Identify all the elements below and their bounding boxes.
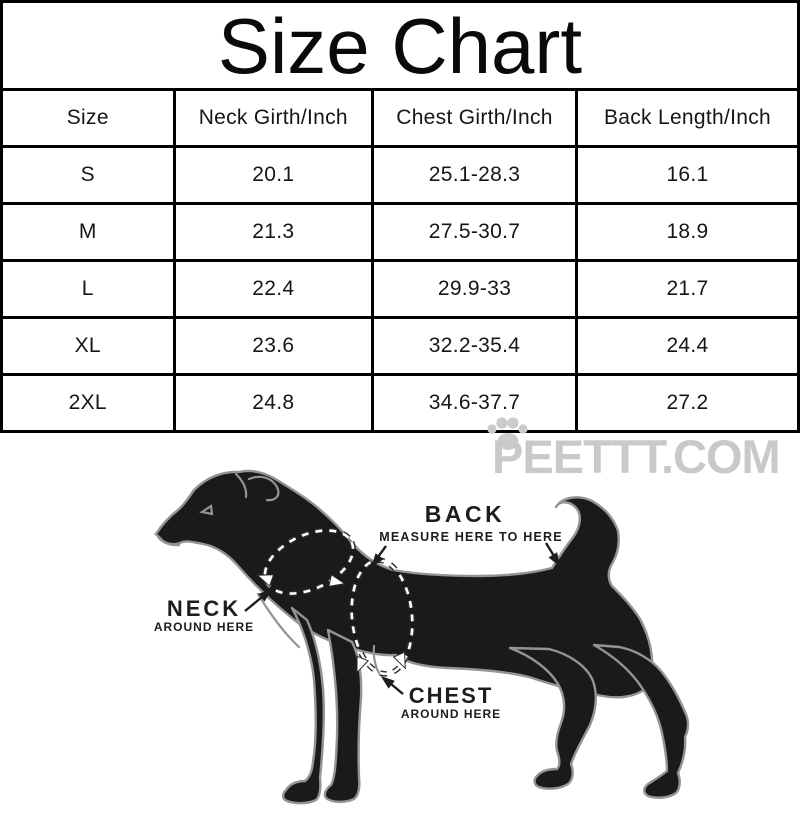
chest-arrow [380,675,404,695]
dog-rear-leg-near [508,646,597,790]
dog-silhouette [154,469,690,805]
neck-value: 20.1 [176,148,375,202]
neck-label: NECK [167,596,241,621]
back-value: 21.7 [666,277,709,300]
chest-value: 27.5-30.7 [374,205,578,259]
chest-value: 29.9-33 [374,262,578,316]
table-row: L 22.4 29.9-33 21.7 [3,262,797,319]
dog-rear-leg-far [592,643,690,799]
chest-sublabel: AROUND HERE [401,707,501,721]
back-sublabel: MEASURE HERE TO HERE [379,530,563,544]
back-value: 24.4 [666,334,709,357]
page-title: Size Chart [217,1,583,90]
chest-value: 34.6-37.7 [374,376,578,430]
ellipse-arrowheads [256,573,406,674]
column-header-back: Back Length/Inch [603,106,772,129]
neck-value: 21.3 [176,205,375,259]
neck-value: 24.8 [176,376,375,430]
table-header-row: Size Neck Girth/Inch Chest Girth/Inch Ba… [3,91,797,148]
dog-body [154,469,654,699]
chest-value: 25.1-28.3 [374,148,578,202]
chest-label: CHEST [409,683,494,708]
back-value: 16.1 [666,163,709,186]
dog-detail-lines [156,472,381,675]
size-chart-table: Size Chart Size Neck Girth/Inch Chest Gi… [0,0,800,433]
table-row: 2XL 24.8 34.6-37.7 27.2 [3,376,797,430]
column-header-neck: Neck Girth/Inch [176,91,375,145]
back-value: 27.2 [666,391,709,414]
dog-measurement-illustration: BACK MEASURE HERE TO HERE NECK AROUND HE… [154,469,690,805]
chest-value: 32.2-35.4 [374,319,578,373]
back-label: BACK [425,501,505,527]
size-value: M [3,205,176,259]
table-title-row: Size Chart [3,3,797,91]
size-value: S [3,148,176,202]
table-row: XL 23.6 32.2-35.4 24.4 [3,319,797,376]
back-measure-arrows [371,542,561,568]
paw-icon [487,417,528,450]
neck-value: 23.6 [176,319,375,373]
neck-value: 22.4 [176,262,375,316]
size-value: L [3,262,176,316]
neck-arrow [244,588,273,612]
table-row: S 20.1 25.1-28.3 16.1 [3,148,797,205]
column-header-size: Size [3,91,176,145]
watermark-text: PEETTT.COM [492,430,781,483]
size-value: XL [3,319,176,373]
dog-front-leg-far [323,628,363,804]
size-value: 2XL [3,376,176,430]
neck-sublabel: AROUND HERE [154,620,254,634]
back-value: 18.9 [666,220,709,243]
dog-front-leg-near [281,606,326,805]
column-header-chest: Chest Girth/Inch [374,91,578,145]
table-row: M 21.3 27.5-30.7 18.9 [3,205,797,262]
